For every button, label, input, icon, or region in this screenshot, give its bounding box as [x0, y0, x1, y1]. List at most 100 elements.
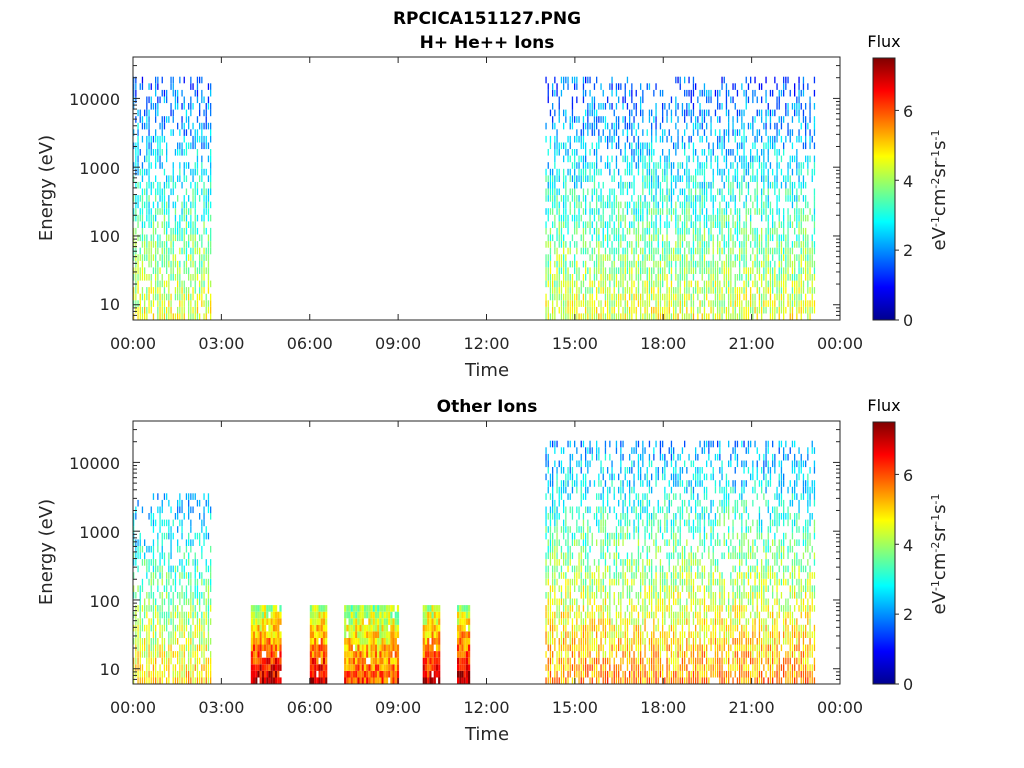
heatmap-cell: [311, 657, 315, 665]
heatmap-cell: [565, 260, 567, 268]
heatmap-cell: [161, 89, 163, 97]
heatmap-cell: [558, 241, 560, 248]
heatmap-cell: [758, 155, 761, 163]
heatmap-cell: [560, 227, 563, 235]
heatmap-cell: [170, 651, 172, 658]
heatmap-cell: [346, 611, 349, 619]
heatmap-cell: [673, 313, 675, 320]
heatmap-cell: [668, 287, 670, 294]
heatmap-cell: [721, 208, 723, 215]
heatmap-cell: [578, 293, 580, 301]
heatmap-cell: [201, 631, 203, 638]
heatmap-cell: [712, 214, 714, 222]
heatmap-cell: [194, 631, 196, 638]
heatmap-cell: [761, 234, 763, 242]
heatmap-cell: [800, 214, 802, 222]
heatmap-cell: [161, 208, 163, 215]
heatmap-cell: [651, 208, 653, 215]
heatmap-cell: [558, 103, 560, 110]
heatmap-cell: [190, 142, 192, 150]
heatmap-cell: [135, 162, 137, 169]
heatmap-cell: [620, 267, 622, 274]
heatmap-cell: [626, 313, 629, 320]
heatmap-cell: [166, 306, 168, 314]
heatmap-cell: [686, 89, 688, 97]
heatmap-cell: [179, 247, 181, 255]
heatmap-cell: [155, 195, 157, 202]
heatmap-cell: [459, 644, 462, 652]
heatmap-cell: [710, 195, 712, 202]
heatmap-cell: [161, 677, 163, 684]
heatmap-cell: [721, 287, 723, 294]
heatmap-cell: [706, 155, 708, 163]
heatmap-cell: [210, 651, 212, 658]
heatmap-cell: [657, 287, 659, 294]
heatmap-cell: [133, 234, 135, 242]
heatmap-cell: [767, 247, 769, 255]
heatmap-cell: [789, 195, 791, 202]
heatmap-cell: [137, 201, 139, 209]
heatmap-cell: [609, 293, 611, 301]
heatmap-cell: [655, 181, 657, 189]
heatmap-cell: [201, 274, 203, 281]
heatmap-cell: [322, 631, 326, 638]
heatmap-cell: [348, 651, 351, 658]
heatmap-cell: [150, 572, 152, 579]
heatmap-cell: [712, 241, 714, 248]
heatmap-cell: [807, 300, 809, 307]
heatmap-cell: [268, 664, 271, 671]
heatmap-cell: [712, 267, 714, 274]
heatmap-cell: [633, 103, 635, 110]
heatmap-cell: [381, 677, 384, 684]
heatmap-cell: [620, 83, 622, 90]
heatmap-cell: [137, 267, 139, 274]
heatmap-cell: [556, 208, 558, 215]
heatmap-cell: [602, 181, 604, 189]
heatmap-cell: [161, 300, 163, 307]
heatmap-cell: [703, 221, 706, 228]
heatmap-cell: [706, 109, 708, 117]
heatmap-cell: [681, 293, 684, 301]
heatmap-cell: [396, 611, 400, 619]
heatmap-cell: [558, 116, 560, 123]
heatmap-cell: [257, 664, 260, 671]
heatmap-cell: [613, 122, 615, 130]
heatmap-cell: [670, 267, 673, 274]
heatmap-cell: [148, 155, 150, 163]
heatmap-cell: [783, 274, 785, 281]
heatmap-cell: [624, 89, 626, 97]
heatmap-cell: [712, 280, 714, 288]
y-tick-labels: 10 100 1000 10000: [69, 90, 120, 314]
heatmap-cell: [207, 234, 210, 242]
heatmap-cell: [598, 135, 600, 143]
heatmap-cell: [721, 83, 723, 90]
heatmap-cell: [712, 221, 714, 228]
heatmap-cell: [316, 605, 319, 612]
heatmap-cell: [596, 162, 598, 169]
heatmap-cell: [809, 103, 811, 110]
heatmap-cell: [203, 638, 205, 645]
heatmap-cell: [684, 129, 686, 136]
heatmap-cell: [194, 280, 196, 288]
heatmap-cell: [734, 260, 736, 268]
heatmap-cell: [677, 129, 679, 136]
heatmap-cell: [596, 221, 598, 228]
heatmap-cell: [203, 214, 205, 222]
heatmap-cell: [791, 142, 794, 150]
heatmap-cell: [438, 651, 441, 658]
heatmap-cell: [394, 618, 397, 625]
heatmap-cell: [170, 109, 172, 117]
heatmap-cell: [177, 526, 179, 533]
heatmap-cell: [635, 103, 637, 110]
heatmap-cell: [706, 195, 708, 202]
heatmap-cell: [139, 677, 141, 684]
heatmap-cell: [155, 83, 157, 90]
heatmap-cell: [677, 274, 679, 281]
heatmap-cell: [604, 234, 607, 242]
heatmap-cell: [593, 300, 596, 307]
heatmap-cell: [137, 149, 139, 156]
heatmap-cell: [385, 664, 389, 671]
heatmap-cell: [600, 287, 602, 294]
heatmap-cell: [732, 221, 734, 228]
